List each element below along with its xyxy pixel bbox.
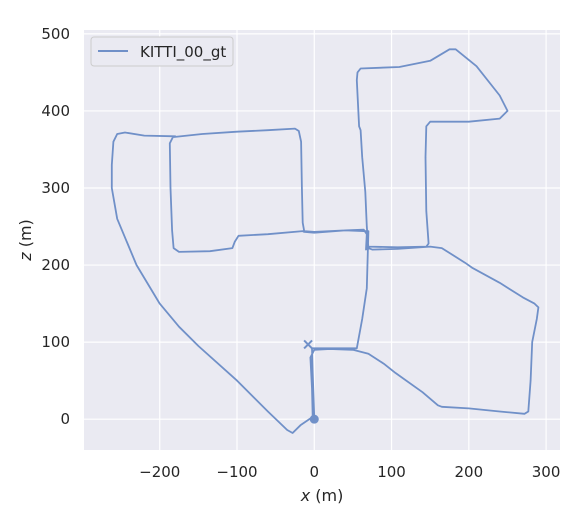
y-tick-label: 200: [41, 256, 70, 274]
x-tick-label: 100: [377, 463, 406, 481]
y-tick-label: 400: [41, 102, 70, 120]
y-tick-label: 0: [60, 410, 70, 428]
legend-box: [90, 36, 234, 67]
x-axis-label: x (m): [300, 486, 344, 505]
x-tick-label: −100: [216, 463, 257, 481]
x-tick-label: 200: [454, 463, 483, 481]
end-marker-stroke: [303, 339, 313, 350]
start-marker: [309, 414, 319, 424]
y-tick-label: 100: [41, 333, 70, 351]
x-tick-label: −200: [139, 463, 180, 481]
series-layer: [110, 48, 540, 434]
plot-area: [84, 30, 560, 450]
y-tick-label: 300: [41, 179, 70, 197]
legend-label: KITTI_00_gt: [140, 43, 226, 62]
x-tick-label: 300: [532, 463, 561, 481]
grid: [84, 30, 560, 450]
legend: KITTI_00_gt: [90, 36, 234, 67]
x-tick-labels: −200 −100 0 100 200 300: [139, 463, 560, 481]
y-tick-label: 500: [41, 25, 70, 43]
series-line: [110, 48, 540, 434]
y-axis-label: z (m): [16, 219, 35, 262]
x-tick-label: 0: [309, 463, 319, 481]
y-tick-labels: 0 100 200 300 400 500: [41, 25, 70, 428]
end-marker: [303, 339, 313, 350]
